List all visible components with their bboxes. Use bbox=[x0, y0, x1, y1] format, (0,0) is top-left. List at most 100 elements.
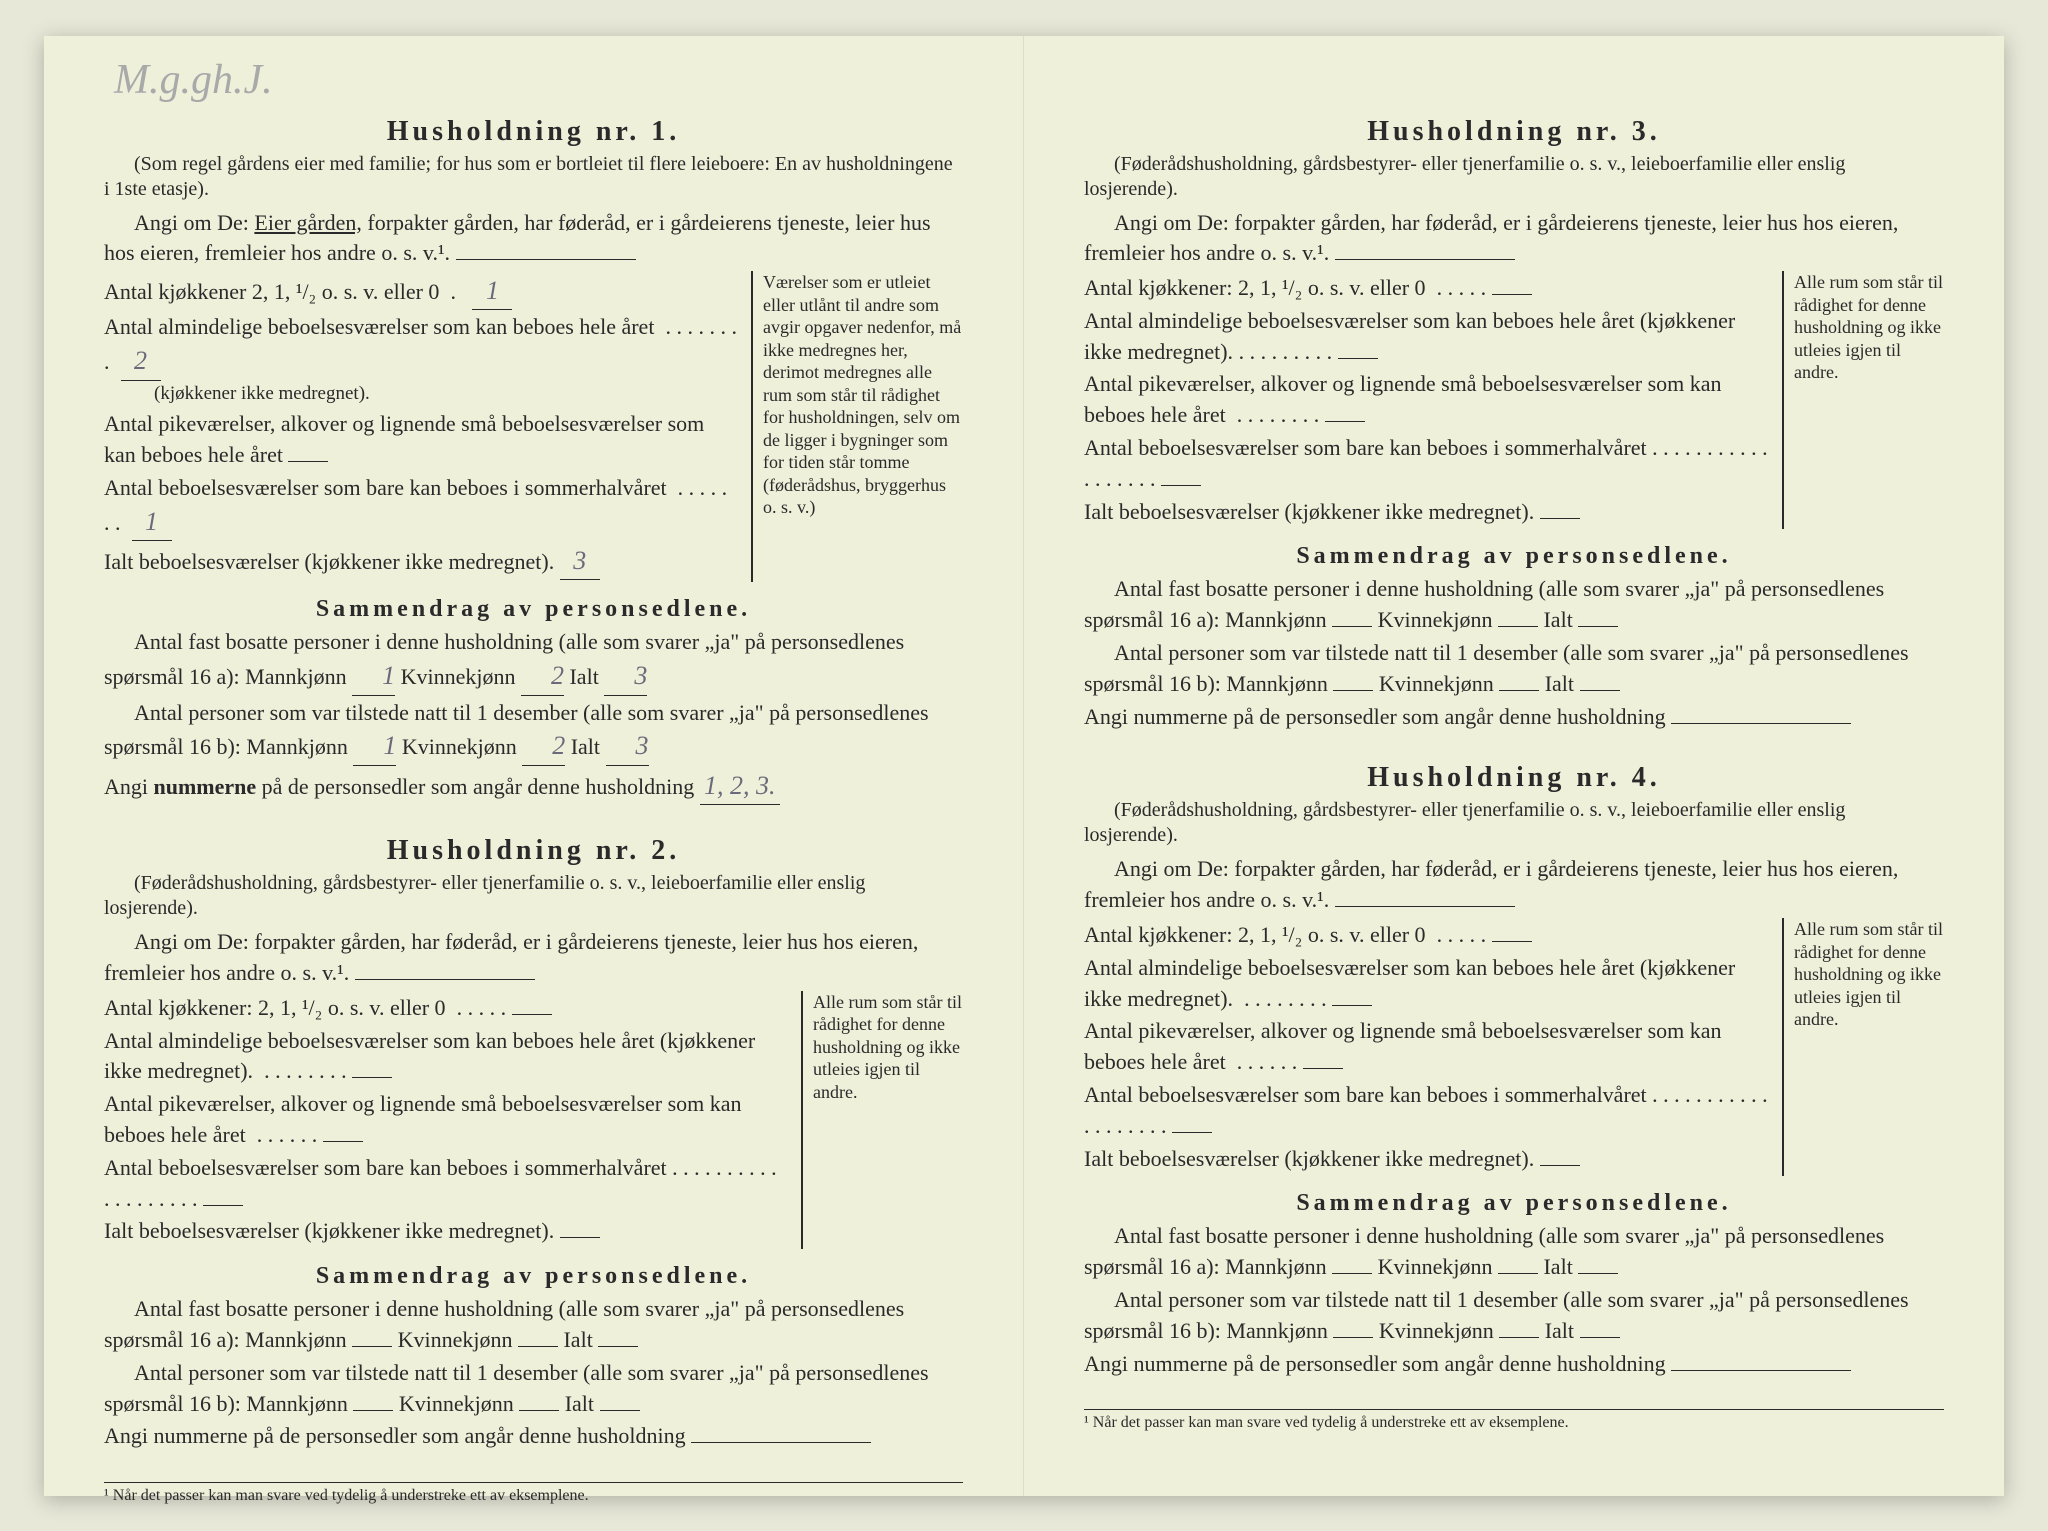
h3-s16a-ialt bbox=[1578, 626, 1618, 627]
s16a-kv: 2 bbox=[521, 658, 564, 695]
handwritten-annotation: M.g.gh.J. bbox=[114, 56, 273, 104]
household-4-sidenote: Alle rum som står til rådighet for denne… bbox=[1782, 918, 1944, 1176]
household-4-angi: Angi om De: forpakter gården, har føderå… bbox=[1084, 854, 1944, 916]
h3-s16b-kv bbox=[1499, 690, 1539, 691]
s16b-text: Antal personer som var tilstede natt til… bbox=[104, 700, 929, 760]
q-total: Ialt beboelsesværelser (kjøkkener ikke m… bbox=[104, 543, 737, 580]
s16a-kv-lbl: Kvinnekjønn bbox=[401, 664, 516, 689]
s16a-ialt-lbl: Ialt bbox=[569, 664, 598, 689]
household-1-rooms-block: Antal kjøkkener 2, 1, ¹/₂ o. s. v. eller… bbox=[104, 271, 963, 582]
household-4-rooms-block: Antal kjøkkener: 2, 1, ¹/₂ o. s. v. elle… bbox=[1084, 918, 1944, 1176]
h2-s16a-ialt bbox=[598, 1346, 638, 1347]
household-4-summary-title: Sammendrag av personsedlene. bbox=[1084, 1190, 1944, 1217]
v-rooms: 2 bbox=[121, 343, 161, 380]
h4-v-summer bbox=[1172, 1132, 1212, 1133]
household-2-sidenote: Alle rum som står til rådighet for denne… bbox=[801, 991, 963, 1249]
q-summer: Antal beboelsesværelser som bare kan beb… bbox=[104, 473, 737, 541]
left-footnote: ¹ Når det passer kan man svare ved tydel… bbox=[104, 1482, 963, 1505]
h2-s16a-kv-lbl: Kvinnekjønn bbox=[398, 1327, 513, 1352]
s16b-m: 1 bbox=[353, 728, 396, 765]
document-spread: M.g.gh.J. Husholdning nr. 1. (Som regel … bbox=[44, 36, 2004, 1496]
h4-angi-blank bbox=[1335, 906, 1515, 907]
h3-nummer-text: Angi nummerne på de personsedler som ang… bbox=[1084, 704, 1666, 729]
household-1-subnote: (Som regel gårdens eier med familie; for… bbox=[104, 152, 963, 202]
household-4-title: Husholdning nr. 4. bbox=[1084, 762, 1944, 794]
h2-v-summer bbox=[203, 1205, 243, 1206]
h4-q-total-label: Ialt beboelsesværelser (kjøkkener ikke m… bbox=[1084, 1146, 1534, 1171]
q-total-label: Ialt beboelsesværelser (kjøkkener ikke m… bbox=[104, 549, 554, 574]
h2-nummer-blank bbox=[691, 1442, 871, 1443]
h3-q-summer-label: Antal beboelsesværelser som bare kan beb… bbox=[1084, 435, 1647, 460]
household-4-subnote: (Føderådshusholdning, gårdsbestyrer- ell… bbox=[1084, 798, 1944, 848]
h2-s16b-ialt-lbl: Ialt bbox=[565, 1391, 594, 1416]
v-total: 3 bbox=[560, 543, 600, 580]
s16b-ialt: 3 bbox=[606, 728, 649, 765]
household-1-title: Husholdning nr. 1. bbox=[104, 116, 963, 148]
h4-s16b-m bbox=[1333, 1337, 1373, 1338]
h3-v-total bbox=[1540, 518, 1580, 519]
household-1-s16b: Antal personer som var tilstede natt til… bbox=[104, 698, 963, 766]
h3-v-summer bbox=[1161, 485, 1201, 486]
h3-v-pike bbox=[1325, 421, 1365, 422]
h3-s16a-kv-lbl: Kvinnekjønn bbox=[1378, 607, 1493, 632]
h4-v-kitchen bbox=[1492, 941, 1532, 942]
angi-owner: Eier gården, bbox=[254, 210, 362, 235]
left-page: M.g.gh.J. Husholdning nr. 1. (Som regel … bbox=[44, 36, 1024, 1496]
q-rooms-note: (kjøkkener ikke medregnet). bbox=[154, 381, 737, 408]
h3-s16a-m bbox=[1332, 626, 1372, 627]
household-3-s16a: Antal fast bosatte personer i denne hush… bbox=[1084, 574, 1944, 636]
h4-s16a-kv bbox=[1498, 1273, 1538, 1274]
angi-blank bbox=[456, 259, 636, 260]
h2-s16b-m bbox=[353, 1410, 393, 1411]
h2-q-total: Ialt beboelsesværelser (kjøkkener ikke m… bbox=[104, 1216, 787, 1247]
h3-v-rooms bbox=[1338, 358, 1378, 359]
s16b-kv: 2 bbox=[522, 728, 565, 765]
household-3-summary-title: Sammendrag av personsedlene. bbox=[1084, 543, 1944, 570]
h2-q-total-label: Ialt beboelsesværelser (kjøkkener ikke m… bbox=[104, 1218, 554, 1243]
right-footnote: ¹ Når det passer kan man svare ved tydel… bbox=[1084, 1409, 1944, 1432]
h2-q-summer: Antal beboelsesværelser som bare kan beb… bbox=[104, 1153, 787, 1215]
h3-v-kitchen bbox=[1492, 294, 1532, 295]
household-4-s16b: Antal personer som var tilstede natt til… bbox=[1084, 1285, 1944, 1347]
h2-nummer-text: Angi nummerne på de personsedler som ang… bbox=[104, 1423, 686, 1448]
h4-q-summer-label: Antal beboelsesværelser som bare kan beb… bbox=[1084, 1082, 1647, 1107]
h3-s16b-ialt-lbl: Ialt bbox=[1545, 671, 1574, 696]
h2-q-pike: Antal pikeværelser, alkover og lignende … bbox=[104, 1089, 787, 1151]
h3-q-rooms: Antal almindelige beboelsesværelser som … bbox=[1084, 306, 1768, 368]
h2-s16b-text: Antal personer som var tilstede natt til… bbox=[104, 1360, 929, 1416]
h2-angi-blank bbox=[355, 979, 535, 980]
h3-nummer-blank bbox=[1671, 723, 1851, 724]
household-1-summary-title: Sammendrag av personsedlene. bbox=[104, 596, 963, 623]
nummer-val: 1, 2, 3. bbox=[700, 768, 780, 805]
q-kitchen: Antal kjøkkener 2, 1, ¹/₂ o. s. v. eller… bbox=[104, 273, 737, 310]
h2-q-kitchen: Antal kjøkkener: 2, 1, ¹/₂ o. s. v. elle… bbox=[104, 993, 787, 1024]
h3-q-pike-label: Antal pikeværelser, alkover og lignende … bbox=[1084, 371, 1722, 427]
h2-q-rooms: Antal almindelige beboelsesværelser som … bbox=[104, 1026, 787, 1088]
household-2-nummer: Angi nummerne på de personsedler som ang… bbox=[104, 1421, 963, 1452]
h4-q-pike-label: Antal pikeværelser, alkover og lignende … bbox=[1084, 1018, 1722, 1074]
h2-s16b-kv bbox=[519, 1410, 559, 1411]
h2-q-pike-label: Antal pikeværelser, alkover og lignende … bbox=[104, 1091, 742, 1147]
h2-q-kitchen-label: Antal kjøkkener: 2, 1, ¹/₂ o. s. v. elle… bbox=[104, 995, 446, 1020]
nummer-pre: Angi bbox=[104, 774, 154, 799]
household-1-nummer: Angi nummerne på de personsedler som ang… bbox=[104, 768, 963, 805]
household-3-title: Husholdning nr. 3. bbox=[1084, 116, 1944, 148]
angi-pre: Angi om De: bbox=[134, 210, 254, 235]
household-2-title: Husholdning nr. 2. bbox=[104, 835, 963, 867]
h4-s16a-ialt-lbl: Ialt bbox=[1543, 1254, 1572, 1279]
h2-s16b-kv-lbl: Kvinnekjønn bbox=[399, 1391, 514, 1416]
v-kitchen: 1 bbox=[472, 273, 512, 310]
h4-s16b-kv bbox=[1499, 1337, 1539, 1338]
v-summer: 1 bbox=[132, 504, 172, 541]
h3-angi-text: Angi om De: forpakter gården, har føderå… bbox=[1084, 210, 1898, 266]
h4-s16b-ialt-lbl: Ialt bbox=[1545, 1318, 1574, 1343]
h2-q-summer-label: Antal beboelsesværelser som bare kan beb… bbox=[104, 1155, 667, 1180]
h3-s16b-text: Antal personer som var tilstede natt til… bbox=[1084, 640, 1909, 696]
s16b-kv-lbl: Kvinnekjønn bbox=[402, 734, 517, 759]
h2-v-total bbox=[560, 1237, 600, 1238]
q-pike: Antal pikeværelser, alkover og lignende … bbox=[104, 409, 737, 471]
h3-q-summer: Antal beboelsesværelser som bare kan beb… bbox=[1084, 433, 1768, 495]
h4-nummer-text: Angi nummerne på de personsedler som ang… bbox=[1084, 1351, 1666, 1376]
h2-s16a-kv bbox=[518, 1346, 558, 1347]
right-page: Husholdning nr. 3. (Føderådshusholdning,… bbox=[1024, 36, 2004, 1496]
